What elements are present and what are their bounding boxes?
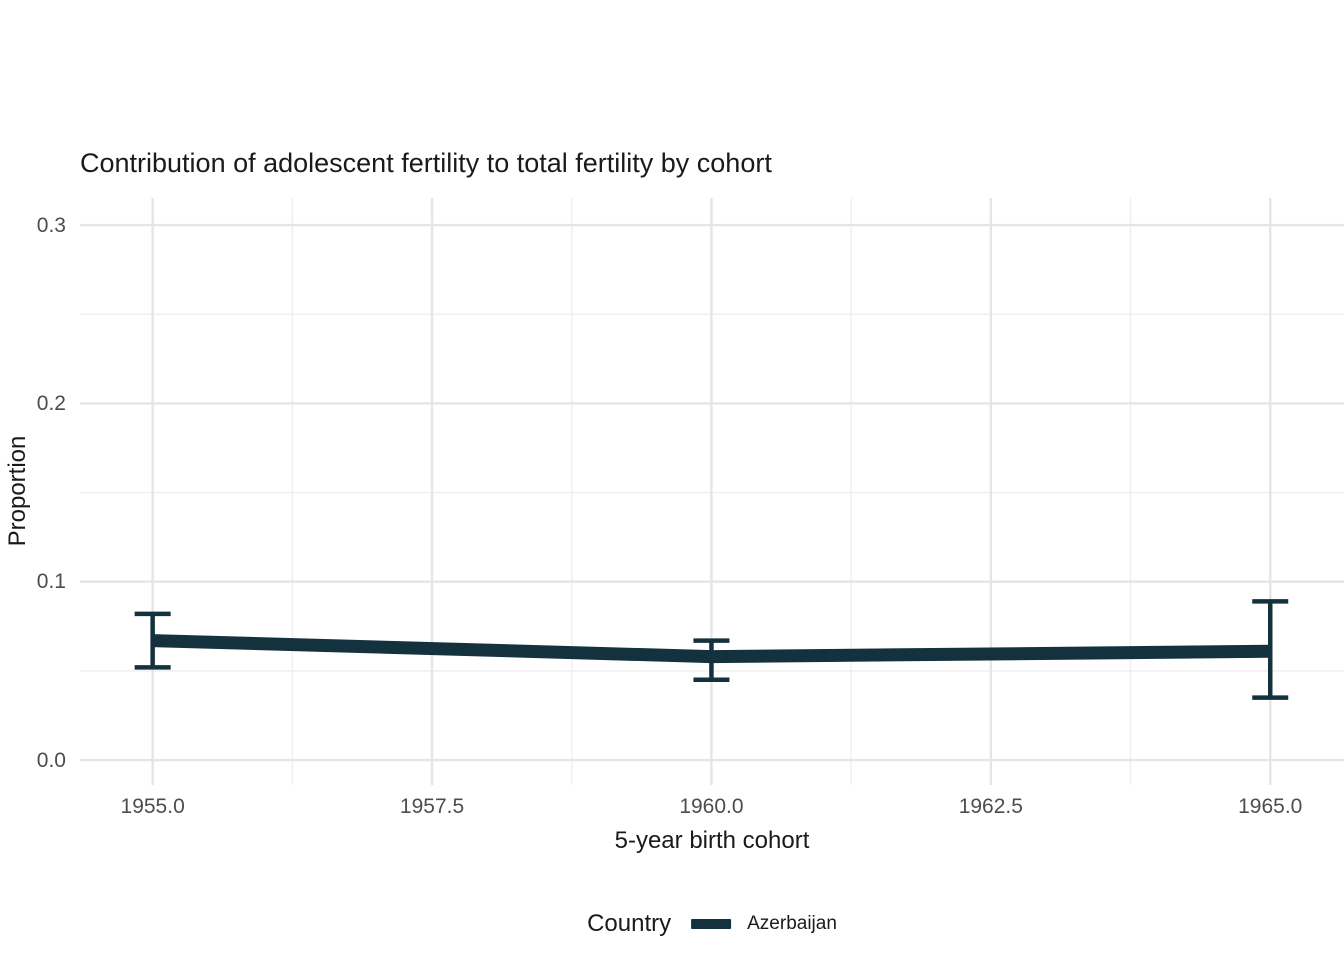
- chart-canvas: [80, 198, 1344, 785]
- legend-key-line-icon: [691, 919, 732, 929]
- x-tick-label: 1957.5: [399, 795, 465, 818]
- legend: Country Azerbaijan: [587, 910, 837, 938]
- y-axis-title: Proportion: [4, 435, 31, 547]
- x-axis-title: 5-year birth cohort: [614, 827, 810, 854]
- y-tick-label: 0.1: [36, 570, 66, 594]
- y-tick-label: 0.2: [36, 391, 66, 415]
- x-tick-label: 1962.5: [958, 795, 1023, 818]
- page-title: Contribution of adolescent fertility to …: [80, 148, 772, 178]
- legend-title: Country: [587, 910, 672, 937]
- x-tick-label: 1965.0: [1238, 795, 1303, 818]
- x-tick-label: 1960.0: [679, 795, 744, 818]
- data-line-azerbaijan: [152, 634, 1271, 664]
- y-tick-label: 0.0: [36, 748, 66, 772]
- plot-panel: [80, 198, 1344, 785]
- x-tick-label: 1955.0: [120, 795, 185, 818]
- y-tick-label: 0.3: [36, 213, 66, 237]
- legend-item-label: Azerbaijan: [747, 913, 837, 934]
